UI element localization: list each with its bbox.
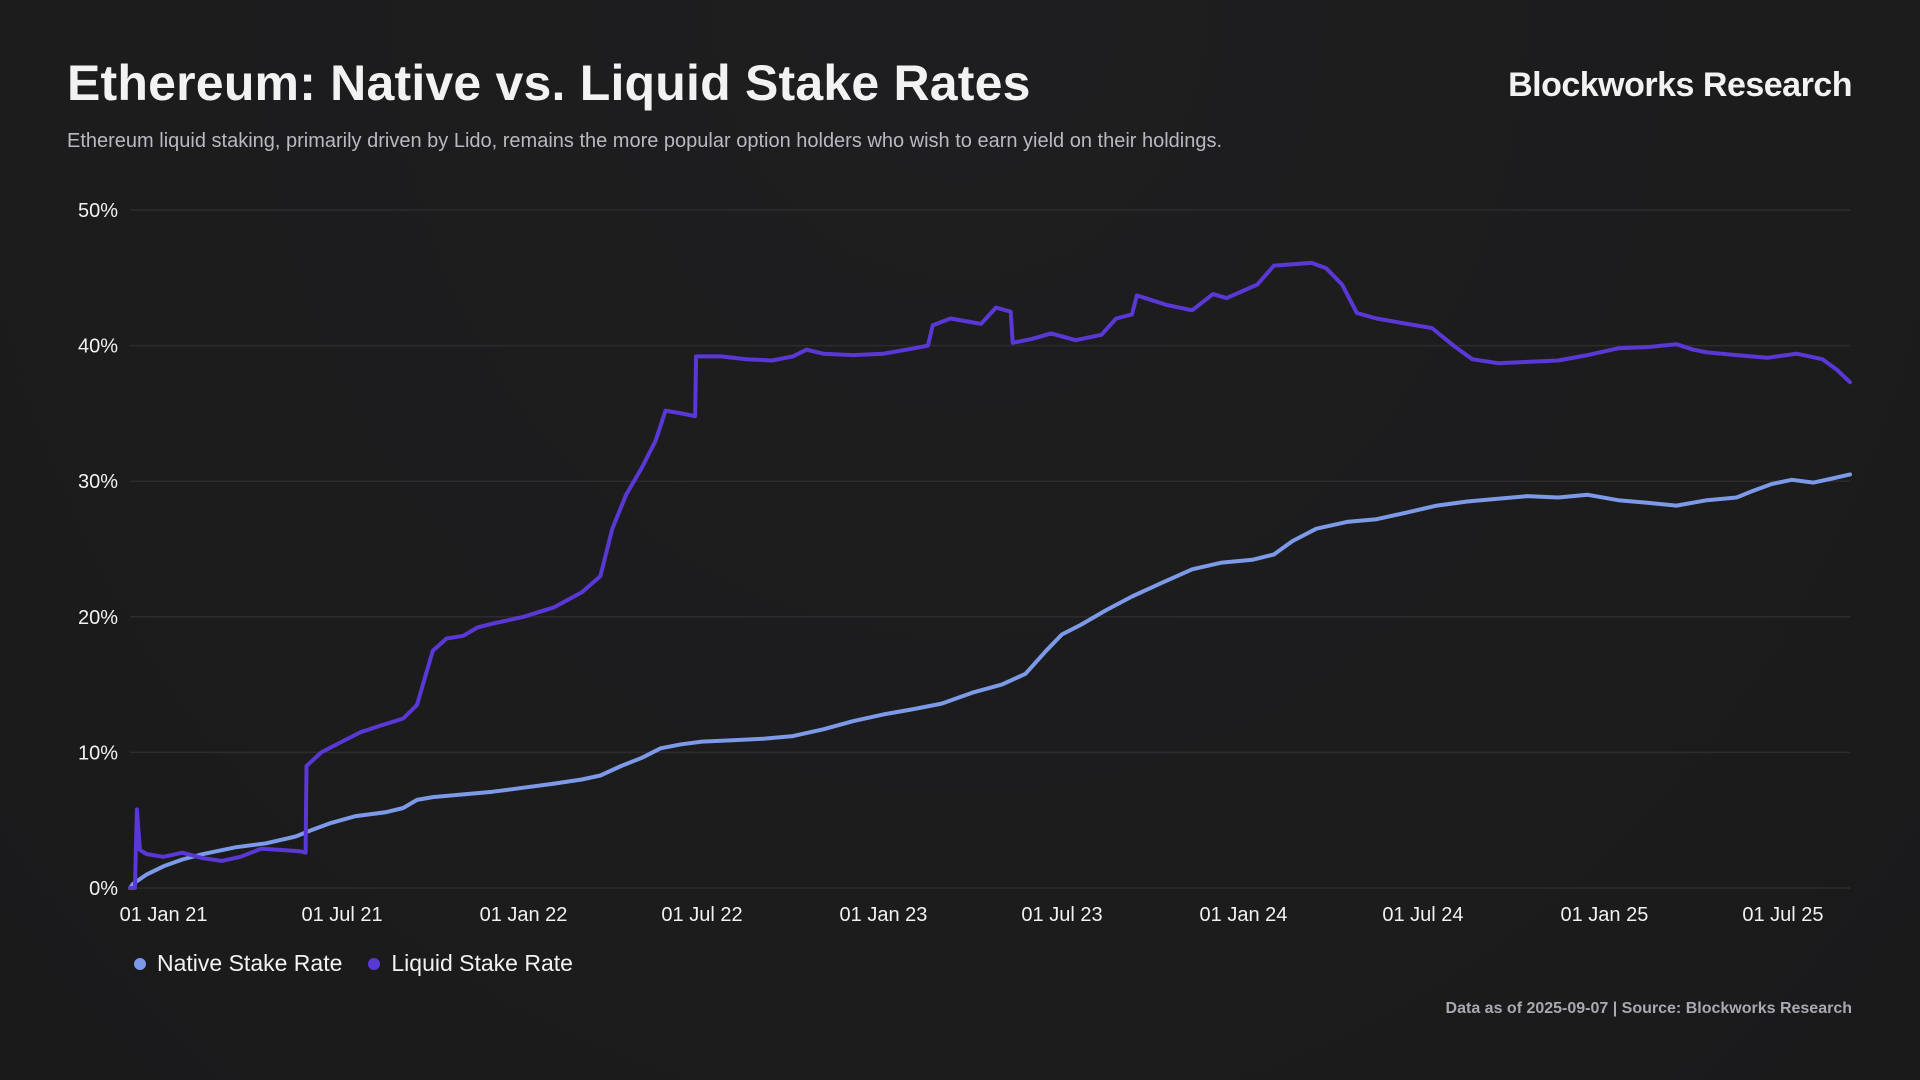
gridlines <box>130 209 1850 889</box>
x-tick-label: 01 Jul 23 <box>1021 904 1102 926</box>
series-lines <box>128 260 1852 890</box>
x-tick-label: 01 Jan 21 <box>120 904 208 926</box>
legend-item-native[interactable]: Native Stake Rate <box>134 950 342 977</box>
legend-swatch-liquid <box>368 957 381 970</box>
native-stake-rate-line[interactable] <box>128 472 1852 890</box>
x-tick-label: 01 Jul 22 <box>661 904 742 926</box>
x-tick-label: 01 Jan 23 <box>840 904 928 926</box>
source-note: Data as of 2025-09-07 | Source: Blockwor… <box>1445 1000 1852 1017</box>
x-axis: 01 Jan 21 01 Jul 21 01 Jan 22 01 Jul 22 01 J… <box>120 904 1824 926</box>
legend-label-native: Native Stake Rate <box>157 950 343 976</box>
x-tick-label: 01 Jan 24 <box>1200 904 1288 926</box>
legend-swatch-native <box>134 957 146 970</box>
y-tick-label: 20% <box>78 607 118 629</box>
y-tick-label: 0% <box>89 878 118 900</box>
y-tick-label: 10% <box>78 742 118 764</box>
liquid-stake-rate-line[interactable] <box>128 260 1852 890</box>
x-tick-label: 01 Jul 25 <box>1742 904 1823 926</box>
y-tick-label: 50% <box>78 200 118 222</box>
x-tick-label: 01 Jan 22 <box>480 904 568 926</box>
legend-label-liquid: Liquid Stake Rate <box>391 950 573 976</box>
x-tick-label: 01 Jul 21 <box>301 904 382 926</box>
legend-item-liquid[interactable]: Liquid Stake Rate <box>368 950 573 977</box>
y-tick-label: 40% <box>78 336 118 358</box>
x-tick-label: 01 Jan 25 <box>1560 904 1648 926</box>
brand-logo: Blockworks Research <box>1508 66 1852 104</box>
chart-subtitle: Ethereum liquid staking, primarily drive… <box>67 130 1223 152</box>
chart-title: Ethereum: Native vs. Liquid Stake Rates <box>67 55 1031 111</box>
y-tick-label: 30% <box>78 471 118 493</box>
x-tick-label: 01 Jul 24 <box>1382 904 1463 926</box>
legend: Native Stake Rate Liquid Stake Rate <box>134 950 573 977</box>
y-axis: 0% 10% 20% 30% 40% 50% <box>78 200 118 900</box>
